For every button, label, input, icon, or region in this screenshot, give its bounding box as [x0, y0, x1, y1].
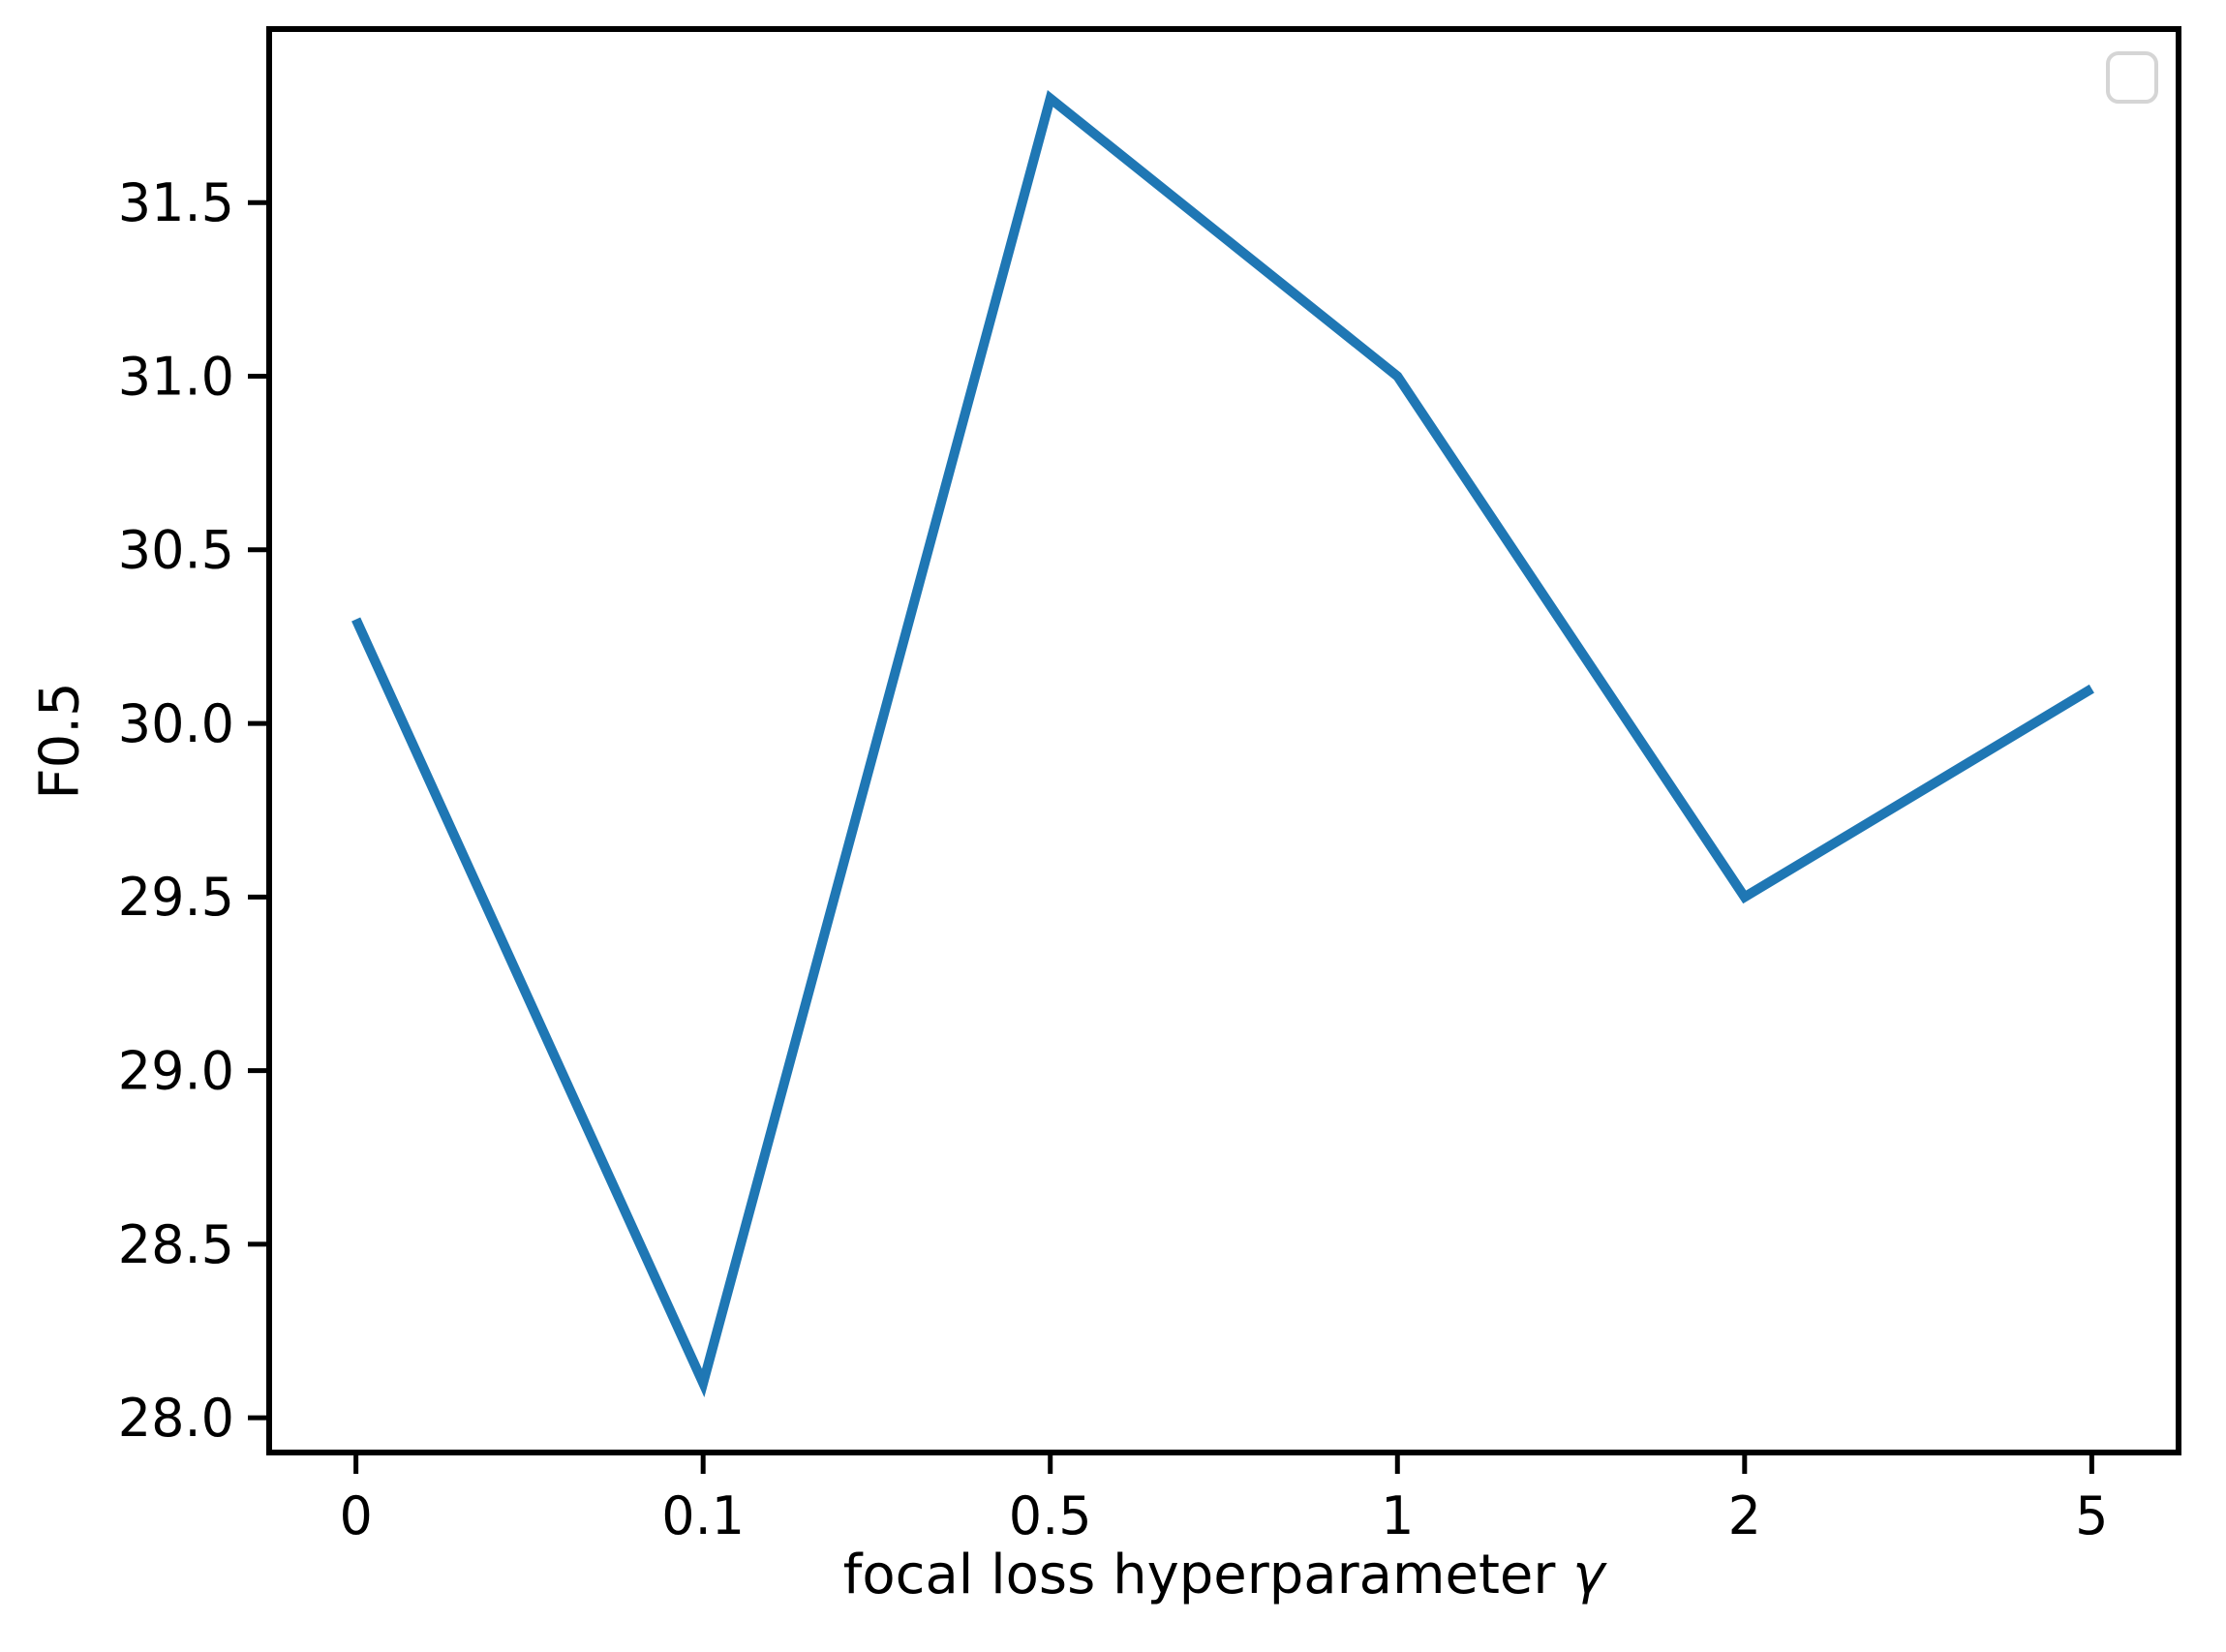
- x-axis-tick-label: 0: [339, 1485, 372, 1546]
- x-axis-tick-label: 0.5: [1009, 1485, 1092, 1546]
- x-axis-label-gamma-symbol: γ: [1572, 1544, 1605, 1606]
- y-axis-label: F0.5: [28, 682, 92, 800]
- x-axis-tick-label: 5: [2075, 1485, 2108, 1546]
- y-axis-tick-label: 31.0: [118, 346, 234, 407]
- x-axis-label: focal loss hyperparameter γ: [269, 1544, 2179, 1606]
- data-line-series: [351, 90, 2094, 1398]
- legend-box: [2106, 51, 2158, 104]
- y-axis-tick-label: 29.0: [118, 1041, 234, 1102]
- x-axis-label-text: focal loss hyperparameter: [842, 1544, 1573, 1606]
- y-axis-tick-label: 30.0: [118, 693, 234, 754]
- x-axis-tick-label: 2: [1728, 1485, 1761, 1546]
- y-axis-tick-label: 29.5: [118, 867, 234, 928]
- y-axis-tick-label: 28.0: [118, 1388, 234, 1449]
- y-axis-tick-label: 30.5: [118, 520, 234, 581]
- x-axis-tick-label: 0.1: [661, 1485, 745, 1546]
- x-axis-tick-label: 1: [1381, 1485, 1414, 1546]
- y-axis-tick-label: 28.5: [118, 1214, 234, 1275]
- y-axis-tick-label: 31.5: [118, 172, 234, 233]
- axes-frame: [266, 26, 2181, 1455]
